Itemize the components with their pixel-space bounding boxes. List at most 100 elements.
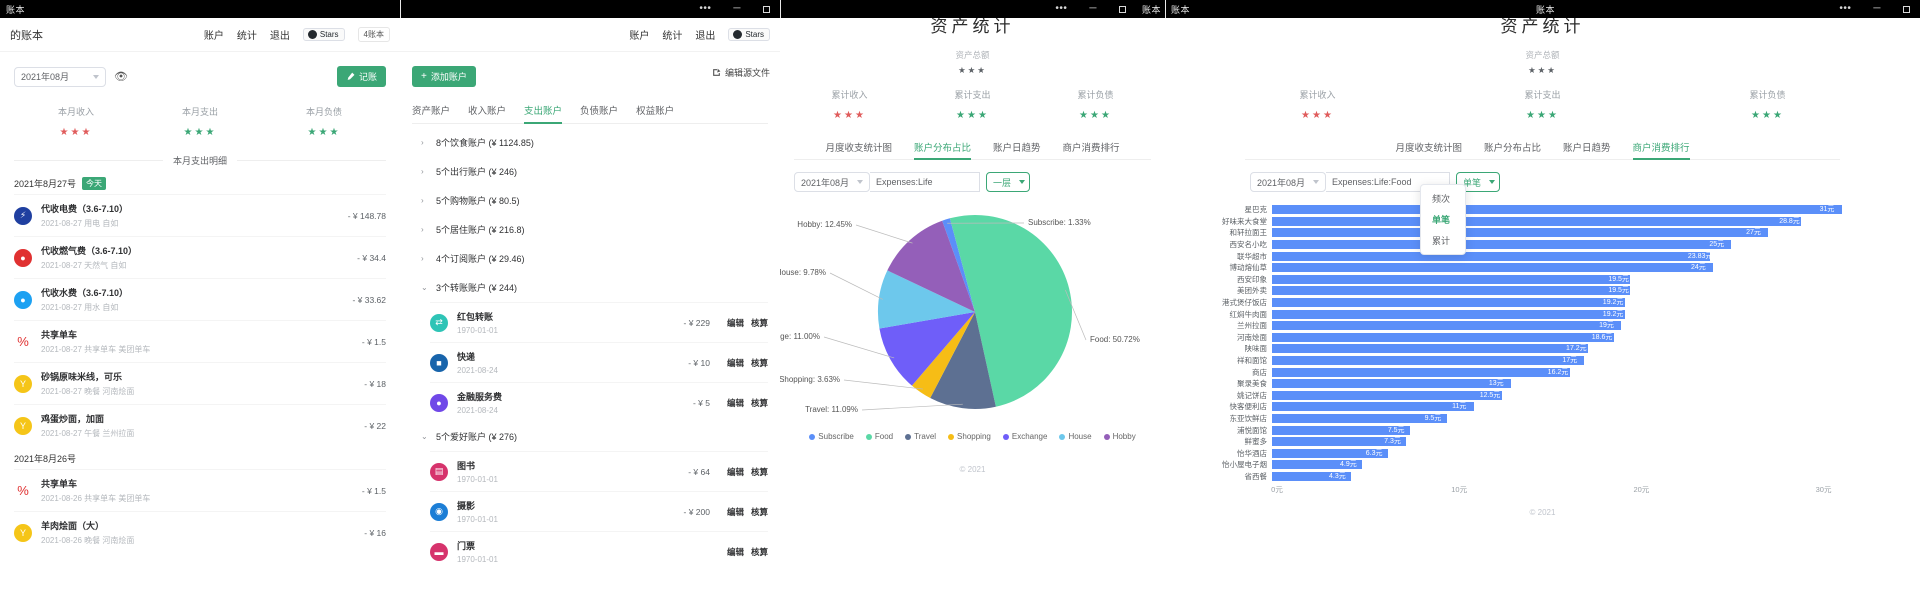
github-stars-button[interactable]: Stars <box>302 28 345 41</box>
account-row[interactable]: ● 金融服务费 2021-08-24 - ¥ 5 编辑 核算 <box>430 382 768 422</box>
bar-row[interactable]: 西安印象 19.5元 <box>1210 274 1860 286</box>
statistics-tab-1[interactable]: 账户分布占比 <box>913 135 972 160</box>
bar-row[interactable]: 快客便利店 11元 <box>1210 401 1860 413</box>
bar-row[interactable]: 祥和面馆 17元 <box>1210 355 1860 367</box>
window-minimize-icon[interactable]: ─ <box>733 3 741 14</box>
window-maximize-icon[interactable] <box>1118 5 1126 13</box>
stats-depth-select[interactable]: 一层 <box>986 172 1030 192</box>
account-tab-2[interactable]: 支出账户 <box>524 97 563 124</box>
nav-accounts[interactable]: 账户 <box>203 31 224 42</box>
settle-link[interactable]: 核算 <box>750 546 768 557</box>
legend-item-subscribe[interactable]: Subscribe <box>809 432 854 441</box>
account-row[interactable]: ◉ 摄影 1970-01-01 - ¥ 200 编辑 核算 <box>430 491 768 531</box>
edit-link[interactable]: 编辑 <box>726 466 744 477</box>
mode-option-1[interactable]: 单笔 <box>1432 215 1451 225</box>
edit-link[interactable]: 编辑 <box>726 317 744 328</box>
statistics-tab-2[interactable]: 账户日趋势 <box>993 143 1041 154</box>
edit-link[interactable]: 编辑 <box>726 506 744 517</box>
nav-statistics[interactable]: 统计 <box>236 31 257 42</box>
account-group[interactable]: ⌄ 5个爱好账户 (¥ 276) <box>412 422 768 451</box>
window-menu-icon[interactable]: ••• <box>699 3 712 14</box>
settle-link[interactable]: 核算 <box>750 357 768 368</box>
bar-row[interactable]: 河南烩面 18.6元 <box>1210 332 1860 344</box>
transaction-row[interactable]: Y 砂锅原味米线，可乐 2021-08-27 晚餐 河南烩面 - ¥ 18 <box>14 362 386 404</box>
pie-slice-food[interactable] <box>949 214 1073 407</box>
window-minimize-icon[interactable]: ─ <box>1873 3 1881 14</box>
settle-link[interactable]: 核算 <box>750 466 768 477</box>
stats-account-select[interactable]: Expenses:Life:Food <box>1326 172 1450 192</box>
statistics-tab-2[interactable]: 账户日趋势 <box>1563 143 1611 154</box>
settle-link[interactable]: 核算 <box>750 397 768 408</box>
bar-row[interactable]: 省西餐 4.3元 <box>1210 471 1860 483</box>
stats-account-select[interactable]: Expenses:Life <box>870 172 980 192</box>
pie-slice-house[interactable] <box>878 270 975 329</box>
bar-row[interactable]: 东亚饮鲜店 9.5元 <box>1210 413 1860 425</box>
bar-row[interactable]: 姚记饼店 12.5元 <box>1210 390 1860 402</box>
bar-row[interactable]: 美团外卖 19.5元 <box>1210 285 1860 297</box>
bar-row[interactable]: 怡小屋电子烟 4.9元 <box>1210 459 1860 471</box>
legend-item-exchange[interactable]: Exchange <box>1002 432 1047 441</box>
stats-mode-dropdown-menu[interactable]: 频次 单笔 累计 <box>1420 184 1466 255</box>
bar-row[interactable]: 浦悦面馆 7.5元 <box>1210 424 1860 436</box>
transaction-row[interactable]: ● 代收燃气费（3.6-7.10） 2021-08-27 天然气 自如 - ¥ 34.… <box>14 236 386 278</box>
pie-slice-subscribe[interactable] <box>942 218 975 312</box>
edit-source-file-button[interactable]: 编辑源文件 <box>712 66 770 79</box>
account-group[interactable]: › 5个居住账户 (¥ 216.8) <box>412 215 768 244</box>
nav-accounts[interactable]: 账户 <box>629 31 650 42</box>
nav-statistics[interactable]: 统计 <box>662 31 683 42</box>
bar-row[interactable]: 博动熔仙草 24元 <box>1210 262 1860 274</box>
account-row[interactable]: ⇄ 红包转账 1970-01-01 - ¥ 229 编辑 核算 <box>430 302 768 342</box>
window-maximize-icon[interactable] <box>763 5 770 13</box>
account-row[interactable]: ▤ 图书 1970-01-01 - ¥ 64 编辑 核算 <box>430 451 768 491</box>
bar-row[interactable]: 聚录美食 13元 <box>1210 378 1860 390</box>
statistics-tab-0[interactable]: 月度收支统计图 <box>825 143 892 154</box>
ledger-count-chip[interactable]: 4账本 <box>357 27 390 42</box>
stats-month-select[interactable]: 2021年08月 <box>1250 172 1326 192</box>
transaction-row[interactable]: ⚡ 代收电费（3.6-7.10） 2021-08-27 用电 自如 - ¥ 148.7… <box>14 194 386 236</box>
transaction-row[interactable]: ● 代收水费（3.6-7.10） 2021-08-27 用水 自如 - ¥ 33.62 <box>14 278 386 320</box>
legend-item-food[interactable]: Food <box>865 432 893 441</box>
edit-link[interactable]: 编辑 <box>726 397 744 408</box>
account-tab-1[interactable]: 收入账户 <box>468 106 507 117</box>
bar-row[interactable]: 商店 16.2元 <box>1210 366 1860 378</box>
bar-row[interactable]: 好味来大食堂 28.8元 <box>1210 216 1860 228</box>
mode-option-0[interactable]: 频次 <box>1432 194 1451 204</box>
legend-item-hobby[interactable]: Hobby <box>1103 432 1136 441</box>
account-row[interactable]: ▬ 门票 1970-01-01 编辑 核算 <box>430 531 768 571</box>
mode-option-2[interactable]: 累计 <box>1432 236 1451 246</box>
legend-item-house[interactable]: House <box>1059 432 1092 441</box>
account-tab-3[interactable]: 负债账户 <box>580 106 619 117</box>
bar-row[interactable]: 陕味面 17.2元 <box>1210 343 1860 355</box>
pie-slice-travel[interactable] <box>930 312 996 409</box>
settle-link[interactable]: 核算 <box>750 317 768 328</box>
nav-logout[interactable]: 退出 <box>269 31 290 42</box>
bar-row[interactable]: 兰州拉面 19元 <box>1210 320 1860 332</box>
record-button[interactable]: 记账 <box>336 66 386 87</box>
account-group[interactable]: › 8个饮食账户 (¥ 1124.85) <box>412 128 768 157</box>
edit-link[interactable]: 编辑 <box>726 546 744 557</box>
account-group[interactable]: ⌄ 3个转账账户 (¥ 244) <box>412 273 768 302</box>
transaction-row[interactable]: Y 羊肉烩面（大） 2021-08-26 晚餐 河南烩面 - ¥ 16 <box>14 511 386 553</box>
stats-month-select[interactable]: 2021年08月 <box>794 172 870 192</box>
window-maximize-icon[interactable] <box>1903 5 1910 13</box>
account-tab-4[interactable]: 权益账户 <box>636 106 675 117</box>
month-select[interactable]: 2021年08月 <box>14 66 106 87</box>
bar-row[interactable]: 联华超市 23.83元 <box>1210 250 1860 262</box>
pie-slice-hobby[interactable] <box>887 220 975 312</box>
window-menu-icon[interactable]: ••• <box>1055 3 1068 14</box>
transaction-row[interactable]: % 共享单车 2021-08-26 共享单车 美团单车 - ¥ 1.5 <box>14 469 386 511</box>
transaction-row[interactable]: Y 鸡蛋炒面，加面 2021-08-27 午餐 兰州拉面 - ¥ 22 <box>14 404 386 446</box>
github-stars-button[interactable]: Stars <box>728 28 770 41</box>
window-menu-icon[interactable]: ••• <box>1839 3 1852 14</box>
pie-slice-shopping[interactable] <box>911 312 975 399</box>
bar-row[interactable]: 怡华酒店 6.3元 <box>1210 447 1860 459</box>
statistics-tab-1[interactable]: 账户分布占比 <box>1483 143 1541 154</box>
account-group[interactable]: › 5个购物账户 (¥ 80.5) <box>412 186 768 215</box>
settle-link[interactable]: 核算 <box>750 506 768 517</box>
account-group[interactable]: › 4个订阅账户 (¥ 29.46) <box>412 244 768 273</box>
edit-link[interactable]: 编辑 <box>726 357 744 368</box>
bar-row[interactable]: 和轩拉面王 27元 <box>1210 227 1860 239</box>
statistics-tab-3[interactable]: 商户消费排行 <box>1062 143 1120 154</box>
nav-logout[interactable]: 退出 <box>695 31 716 42</box>
add-account-button[interactable]: + 添加账户 <box>412 66 476 87</box>
